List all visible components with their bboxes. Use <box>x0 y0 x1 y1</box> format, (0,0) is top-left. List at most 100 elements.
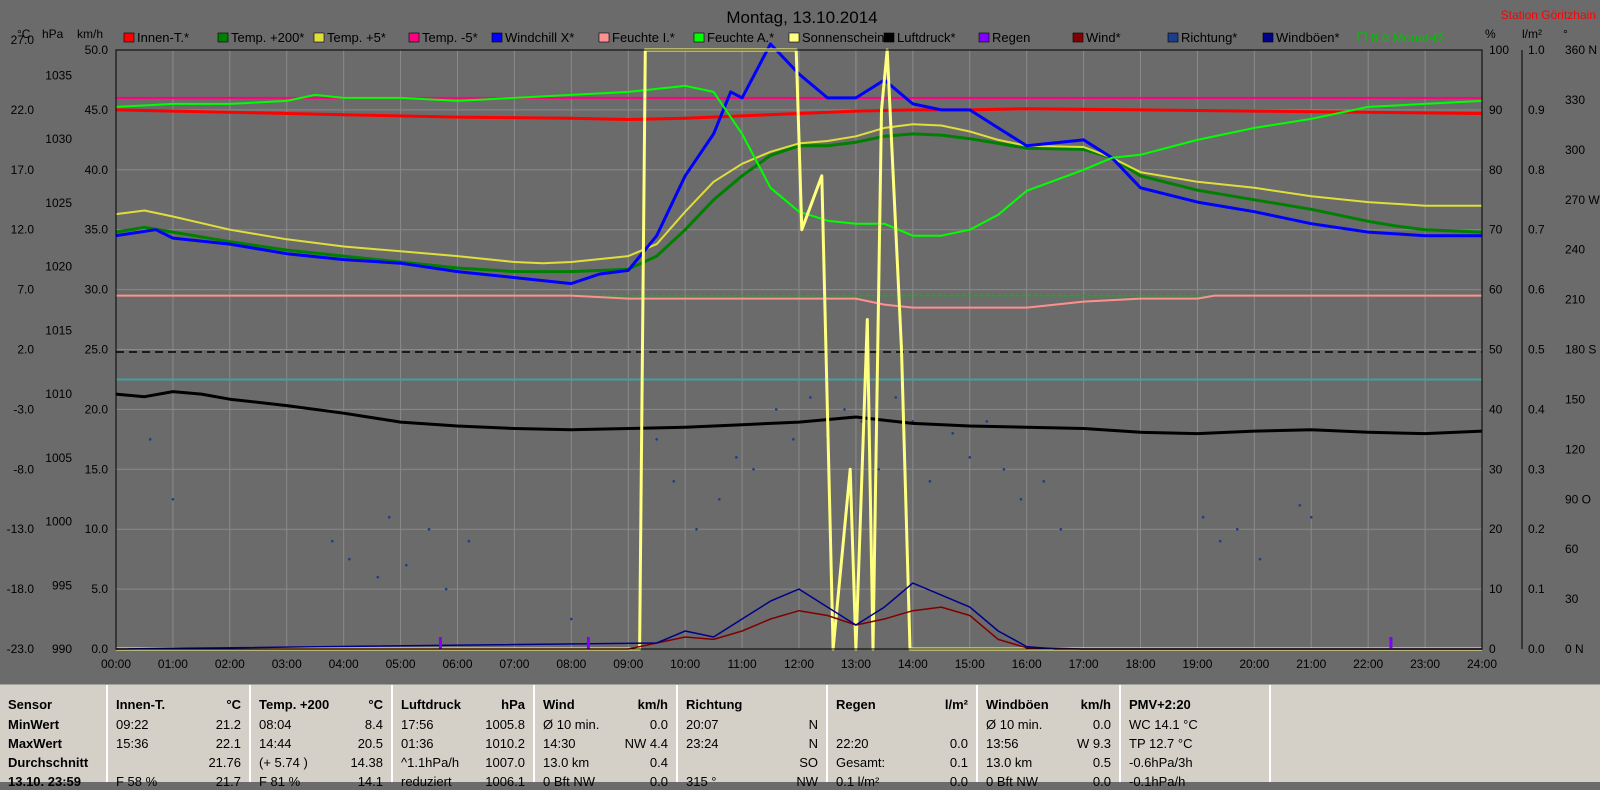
stats-row: 23:24 N <box>686 736 818 752</box>
unit-kmh: km/h <box>77 27 103 41</box>
stats-row: 14:30 NW 4.4 <box>543 736 668 752</box>
tick-label-hpa: 1015 <box>45 323 72 337</box>
legend-swatch <box>883 32 895 43</box>
stats-value: 0.0 <box>949 736 968 751</box>
tick-label-time: 06:00 <box>442 657 472 671</box>
plot-frame <box>115 49 1523 650</box>
stats-pmv-row: -0.1hPa/h <box>1129 774 1186 789</box>
stats-label-current: 13.10. 23:59 <box>8 774 82 789</box>
series-line-windchill-x <box>115 42 1482 286</box>
tick-label-direction: 150 <box>1565 392 1585 406</box>
tick-label-direction: 210 <box>1565 293 1585 307</box>
richtung-point <box>1218 539 1222 543</box>
legend-label: Temp. -5* <box>422 30 478 45</box>
stats-sensor-header: Sensor <box>8 697 53 712</box>
legend-swatch <box>408 32 420 43</box>
stats-time: 15:36 <box>116 736 149 751</box>
stats-value: 21.7 <box>215 774 241 789</box>
tick-label-kmh: 50.0 <box>85 43 109 57</box>
stats-unit: °C <box>368 697 383 712</box>
tick-label-percent: 40 <box>1489 402 1503 416</box>
richtung-point <box>1002 468 1006 471</box>
tick-label-direction: 300 <box>1565 143 1585 157</box>
stats-time: 23:24 <box>686 736 719 751</box>
legend-label: Windböen* <box>1276 30 1340 45</box>
plot-border <box>115 49 1483 650</box>
tick-label-percent: 60 <box>1489 283 1503 297</box>
richtung-point <box>894 396 898 399</box>
tick-label-percent: 90 <box>1489 103 1503 117</box>
tick-label-time: 19:00 <box>1182 657 1212 671</box>
richtung-point <box>843 408 846 411</box>
stats-innen: Innen-T. °C 09:22 21.2 15:36 22.1 21.76 F 58 % 2… <box>108 685 251 789</box>
stats-value: N <box>808 736 818 751</box>
stats-sensor: Sensor MinWert MaxWert Durchschnitt 13.1… <box>0 685 108 789</box>
legend-swatch <box>598 32 610 43</box>
stats-row: Ø 10 min. 0.0 <box>986 717 1111 733</box>
stats-value: 14.38 <box>350 755 383 770</box>
stats-header: Wind km/h <box>543 697 668 712</box>
stats-time: 14:44 <box>259 736 292 751</box>
stats-value: 1007.0 <box>485 755 525 770</box>
richtung-point <box>968 456 972 459</box>
series-line-innen-t <box>115 107 1483 121</box>
stats-pmv-row: WC 14.1 °C <box>1129 717 1198 732</box>
stats-pmv-row: TP 12.7 °C <box>1129 736 1193 751</box>
tick-label-direction: 60 <box>1565 542 1579 556</box>
tick-label-kmh: 25.0 <box>85 343 109 357</box>
tick-label-celsius: 27.0 <box>11 33 35 47</box>
stats-row: 13.0 km 0.5 <box>986 755 1111 771</box>
stats-value: 0.1 <box>949 755 968 770</box>
tick-label-percent: 80 <box>1489 163 1503 177</box>
stats-time: (+ 5.74 ) <box>259 755 308 770</box>
tick-label-time: 02:00 <box>215 657 245 671</box>
legend-swatch <box>788 32 800 43</box>
richtung-point <box>655 438 659 441</box>
stats-row: 15:36 22.1 <box>116 736 241 752</box>
stats-time: 08:04 <box>259 717 292 732</box>
legend-label: Windchill X* <box>505 30 574 45</box>
series-line-feuchte-i <box>116 294 1482 309</box>
stats-unit: km/h <box>1080 697 1111 712</box>
stats-value: 0.0 <box>949 774 968 789</box>
stats-value: 0.5 <box>1092 755 1111 770</box>
stats-row <box>836 717 968 733</box>
stats-pmv-header: PMV+2:20 <box>1129 697 1191 712</box>
stats-time: 20:07 <box>686 717 719 732</box>
stats-row: 13:56 W 9.3 <box>986 736 1111 752</box>
stats-time: reduziert <box>401 774 452 789</box>
richtung-point <box>1309 515 1313 519</box>
tick-label-kmh: 0.0 <box>91 642 108 656</box>
legend-swatch <box>217 32 229 43</box>
tick-label-time: 01:00 <box>158 657 188 671</box>
legend-label: Innen-T.* <box>137 30 189 45</box>
legend-swatch <box>491 32 503 43</box>
series-line-feuchte-a <box>115 84 1483 237</box>
tick-label-hpa: 1000 <box>45 515 72 529</box>
tick-label-kmh: 5.0 <box>91 582 108 596</box>
tick-label-hpa: 1005 <box>45 451 72 465</box>
tick-label-rain: 0.9 <box>1528 103 1545 117</box>
tick-label-celsius: -8.0 <box>13 462 34 476</box>
stats-row: 315 ° NW <box>686 774 818 790</box>
stats-row: 08:04 8.4 <box>259 717 383 733</box>
tick-label-celsius: -3.0 <box>13 402 34 416</box>
richtung-point <box>387 515 391 519</box>
richtung-point <box>427 527 431 531</box>
legend-swatch <box>123 32 135 43</box>
stats-row: 13.0 km 0.4 <box>543 755 668 771</box>
stats-value: 0.0 <box>1092 717 1111 732</box>
tick-label-rain: 1.0 <box>1528 43 1545 57</box>
stats-header: Temp. +200 °C <box>259 697 383 712</box>
stats-row: 22:20 0.0 <box>836 736 968 752</box>
tick-label-percent: 10 <box>1489 582 1503 596</box>
weather-chart: 27.0 22.0 17.0 12.0 7.0 2.0 -3.0 -8.0 -13.0 -18.0… <box>6 8 1600 671</box>
richtung-point <box>1201 515 1205 519</box>
richtung-point <box>171 497 175 501</box>
stats-luftdruck: Luftdruck hPa 17:56 1005.8 01:36 1010.2 ^1.1hP… <box>393 685 535 789</box>
stats-time: ^1.1hPa/h <box>401 755 460 770</box>
richtung-point <box>735 456 738 459</box>
tick-label-direction: 30 <box>1565 592 1579 606</box>
stats-value: 20.5 <box>357 736 383 751</box>
tick-label-hpa: 1030 <box>45 132 72 146</box>
